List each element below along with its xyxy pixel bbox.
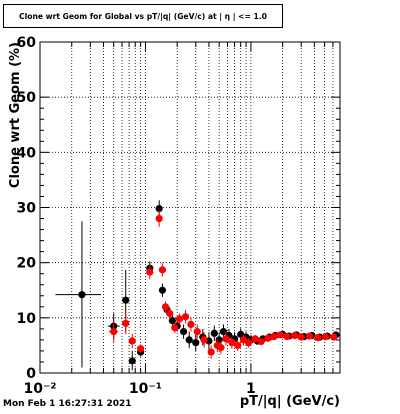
data-point	[78, 291, 86, 299]
data-point	[297, 333, 305, 341]
data-point	[110, 328, 118, 336]
data-point	[146, 268, 154, 276]
chart-title: Clone wrt Geom for Global vs pT/|q| (GeV…	[19, 11, 267, 21]
data-point	[244, 339, 253, 347]
data-point	[264, 334, 272, 342]
data-point	[305, 332, 314, 340]
data-point	[291, 331, 299, 340]
data-point	[166, 309, 174, 318]
data-point	[128, 357, 136, 365]
data-point	[122, 296, 130, 304]
data-point	[222, 335, 230, 343]
data-point	[171, 324, 179, 332]
data-point	[155, 214, 163, 223]
data-point	[237, 330, 245, 338]
data-point	[251, 335, 259, 343]
y-tick-label: 30	[17, 201, 37, 217]
y-tick-label: 60	[17, 35, 37, 51]
data-point	[270, 332, 278, 341]
data-point	[330, 333, 338, 341]
data-point	[314, 334, 322, 342]
data-point	[179, 328, 188, 336]
data-point	[228, 339, 236, 347]
x-axis-label: pT/|q| (GeV/c)	[240, 394, 340, 409]
series-group	[55, 200, 340, 371]
data-series	[55, 200, 340, 371]
data-point	[207, 348, 215, 356]
tick-labels: 0 10 20 30 40 50 60 10⁻² 10⁻¹ 1	[17, 35, 256, 397]
data-point	[161, 303, 170, 311]
data-point	[192, 339, 200, 347]
timestamp: Mon Feb 1 16:27:31 2021	[3, 399, 132, 409]
y-tick-label: 50	[17, 90, 37, 106]
data-point	[158, 266, 167, 274]
data-point	[175, 315, 184, 323]
data-point	[234, 341, 242, 350]
y-tick-label: 0	[26, 366, 36, 382]
data-point	[321, 332, 330, 341]
data-point	[137, 345, 145, 353]
data-point	[217, 344, 225, 352]
data-point	[185, 336, 193, 344]
data-point	[193, 328, 201, 336]
y-tick-label: 40	[17, 145, 37, 161]
grid-lines	[40, 42, 340, 373]
x-tick-label: 1	[246, 381, 256, 397]
axis-ticks	[39, 41, 341, 374]
y-axis-label: Clone wrt Geom (%)	[8, 42, 23, 188]
data-point	[158, 286, 167, 294]
data-point	[168, 316, 176, 325]
series-group	[108, 210, 338, 359]
data-point	[200, 336, 208, 344]
y-tick-label: 10	[17, 311, 37, 327]
data-point	[210, 329, 218, 337]
data-point	[283, 332, 291, 341]
data-point	[122, 319, 130, 327]
data-point	[219, 328, 228, 336]
data-point	[187, 320, 195, 329]
y-tick-label: 20	[17, 256, 37, 272]
data-point	[276, 331, 284, 339]
data-point	[257, 337, 265, 346]
x-tick-label: 10⁻²	[23, 381, 56, 397]
data-point	[128, 337, 136, 345]
chart-title-box: Clone wrt Geom for Global vs pT/|q| (GeV…	[3, 4, 283, 28]
data-point	[181, 313, 190, 321]
x-tick-label: 10⁻¹	[129, 381, 162, 397]
data-point	[155, 205, 163, 213]
